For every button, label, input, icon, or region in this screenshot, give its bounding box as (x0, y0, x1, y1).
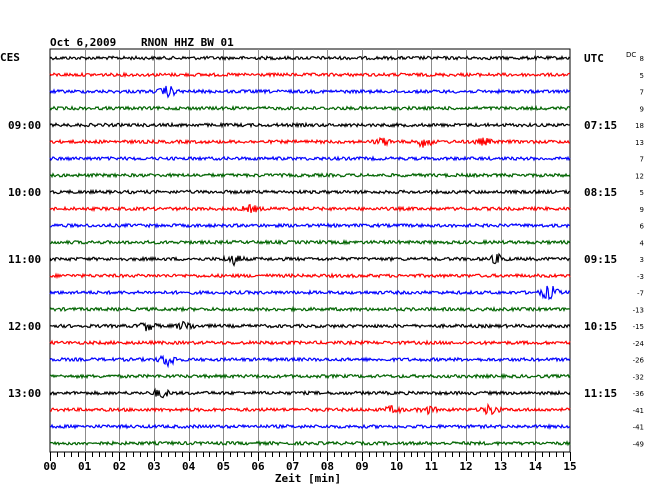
x-tick-label: 06 (251, 460, 265, 473)
dc-offset-value: 13 (635, 139, 644, 147)
dc-offset-value: 6 (640, 223, 645, 231)
dc-offset-value: -49 (633, 440, 644, 448)
right-hour-label: 09:15 (584, 253, 617, 266)
left-hour-label: 12:00 (8, 320, 41, 333)
dc-offset-value: -3 (637, 273, 644, 281)
dc-offset-value: -7 (637, 290, 644, 298)
trace-14 (49, 285, 571, 301)
hour-labels: 09:00 10:00 11:00 12:00 13:00 UTC 07:15 08:15 09… (8, 52, 617, 400)
trace-6 (49, 155, 571, 162)
dc-offset-value: 3 (640, 256, 644, 264)
trace-22 (49, 423, 571, 430)
x-tick-label: 07 (286, 460, 299, 473)
trace-4 (49, 121, 571, 129)
x-tick-label: 02 (113, 460, 126, 473)
dc-offset-value: 4 (640, 239, 645, 247)
chart-station: RNON HHZ BW 01 (141, 36, 234, 49)
dc-offset-value: 9 (640, 105, 644, 113)
dc-offset-value: -26 (633, 357, 645, 365)
trace-7 (49, 172, 571, 179)
trace-2 (49, 85, 571, 99)
trace-21 (49, 402, 571, 416)
trace-18 (49, 354, 571, 369)
x-tick-label: 12 (459, 460, 472, 473)
trace-23 (49, 440, 571, 447)
x-tick-label: 05 (217, 460, 230, 473)
left-hour-label: 09:00 (8, 119, 41, 132)
x-tick-label: 08 (321, 460, 334, 473)
right-hour-label: 07:15 (584, 119, 617, 132)
left-hour-label: 10:00 (8, 186, 41, 199)
dc-offset-value: 5 (640, 72, 644, 80)
minute-grid (49, 48, 571, 453)
x-tick-label: 14 (529, 460, 543, 473)
dc-offset-value: -24 (633, 340, 645, 348)
left-hour-label: 11:00 (8, 253, 41, 266)
dc-offset-value: 5 (640, 189, 644, 197)
x-tick-label: 09 (355, 460, 368, 473)
trace-12 (49, 252, 570, 267)
dc-offset-value: -15 (633, 323, 644, 331)
x-tick-label: 10 (390, 460, 403, 473)
x-tick-label: 11 (425, 460, 439, 473)
left-hour-label: 13:00 (8, 387, 41, 400)
trace-0 (49, 55, 571, 62)
x-tick-label: 13 (494, 460, 507, 473)
plot-frame (49, 48, 571, 453)
trace-17 (49, 339, 571, 346)
seismic-traces (49, 55, 571, 447)
trace-3 (49, 104, 571, 112)
x-tick-label: 15 (563, 460, 576, 473)
dc-header-label: DC (626, 51, 636, 59)
x-tick-label: 03 (147, 460, 160, 473)
dc-offset-value: 18 (635, 122, 644, 130)
x-axis-title: Zeit [min] (275, 472, 341, 485)
right-hour-label: 08:15 (584, 186, 617, 199)
dc-offset-value: 9 (640, 206, 644, 214)
dc-offset-values: 8 5 7 9 18 13 7 12 5 9 6 4 3 -3 -7 -13 -15 -24 -26 -32 -36 -4… (633, 55, 645, 448)
trace-10 (50, 222, 571, 229)
trace-15 (49, 305, 571, 313)
x-tick-label: 00 (43, 460, 56, 473)
x-tick-label: 04 (182, 460, 196, 473)
trace-16 (49, 320, 571, 332)
trace-20 (49, 387, 571, 399)
left-timezone-label: CES (0, 51, 20, 64)
dc-offset-value: -36 (633, 390, 645, 398)
trace-5 (49, 136, 571, 148)
x-tick-label: 01 (78, 460, 92, 473)
chart-date: Oct 6,2009 (50, 36, 116, 49)
dc-offset-value: -13 (633, 306, 644, 314)
trace-19 (49, 372, 571, 380)
x-axis: 00 01 02 03 04 05 06 07 08 09 10 11 12 13 14 15 (43, 452, 577, 473)
trace-11 (49, 238, 571, 246)
trace-13 (49, 272, 571, 280)
right-hour-label: 11:15 (584, 387, 617, 400)
right-hour-label: 10:15 (584, 320, 617, 333)
trace-1 (49, 71, 571, 79)
dc-offset-value: 8 (640, 55, 644, 63)
trace-8 (49, 188, 571, 196)
right-hour-label: UTC (584, 52, 604, 65)
dc-offset-value: 12 (635, 172, 644, 180)
dc-offset-value: 7 (640, 89, 644, 97)
dc-offset-value: -32 (633, 373, 644, 381)
dc-offset-value: -41 (633, 424, 644, 432)
dc-offset-value: -41 (633, 407, 644, 415)
trace-9 (49, 203, 571, 213)
dc-offset-value: 7 (640, 156, 644, 164)
